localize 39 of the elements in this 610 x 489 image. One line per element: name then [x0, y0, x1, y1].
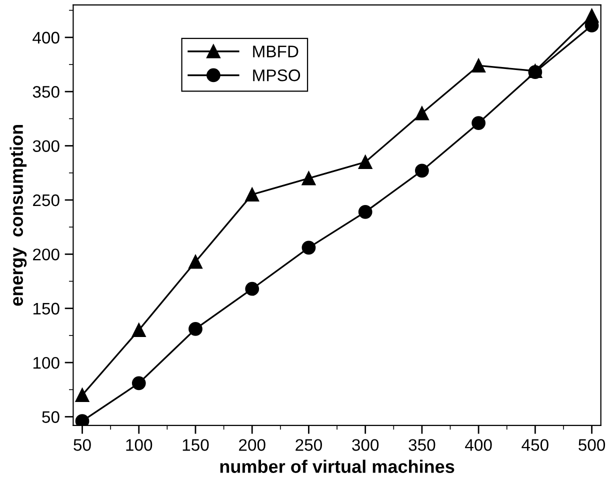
- point: [302, 171, 316, 186]
- point: [472, 58, 486, 73]
- y-tick-label: 400: [32, 32, 60, 44]
- legend-label: MBFD: [253, 46, 298, 58]
- y-tick-label: 150: [33, 302, 60, 315]
- point: [415, 164, 429, 178]
- y-tick-label: 250: [33, 194, 60, 206]
- legend-label: MPSO: [253, 69, 300, 82]
- x-tick-label: 300: [352, 439, 379, 451]
- point: [358, 155, 372, 169]
- y-tick-label: 300: [32, 140, 60, 152]
- x-tick-label: 350: [408, 439, 436, 451]
- point: [472, 116, 486, 130]
- x-tick-label: 100: [126, 439, 152, 451]
- point: [188, 254, 202, 269]
- point: [584, 8, 599, 23]
- point: [245, 188, 260, 202]
- x-tick-label: 200: [239, 439, 266, 451]
- y-tick-label: 100: [33, 356, 60, 369]
- point: [132, 376, 146, 390]
- point: [302, 240, 316, 255]
- point: [415, 106, 429, 120]
- point: [188, 322, 202, 336]
- x-tick-label: 50: [74, 439, 91, 451]
- x-tick-label: 400: [465, 439, 492, 451]
- x-tick-label: 450: [522, 439, 548, 451]
- y-tick-label: 350: [32, 86, 60, 98]
- point: [245, 282, 260, 296]
- x-tick-label: 150: [182, 439, 209, 451]
- y-tick-label: 50: [42, 411, 60, 423]
- point: [132, 323, 146, 337]
- x-axis-title: number of virtual machines: [220, 460, 454, 473]
- point: [358, 204, 372, 219]
- point: [75, 414, 90, 426]
- point: [75, 388, 90, 402]
- x-tick-label: 250: [296, 439, 322, 451]
- y-axis-title: energy consumption: [10, 124, 27, 306]
- x-tick-label: 500: [578, 439, 606, 451]
- y-tick-label: 200: [33, 248, 60, 260]
